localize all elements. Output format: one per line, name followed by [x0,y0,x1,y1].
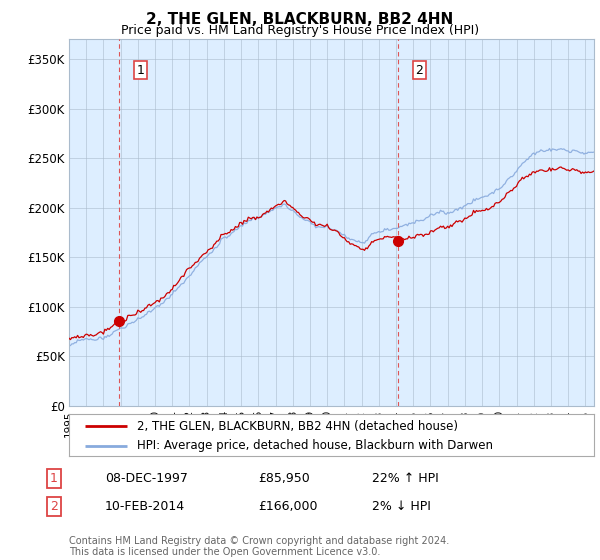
Text: 08-DEC-1997: 08-DEC-1997 [105,472,188,486]
Text: 2, THE GLEN, BLACKBURN, BB2 4HN (detached house): 2, THE GLEN, BLACKBURN, BB2 4HN (detache… [137,419,458,433]
Text: 10-FEB-2014: 10-FEB-2014 [105,500,185,513]
Text: £85,950: £85,950 [258,472,310,486]
Text: 2% ↓ HPI: 2% ↓ HPI [372,500,431,513]
Text: 2: 2 [50,500,58,513]
Text: Contains HM Land Registry data © Crown copyright and database right 2024.
This d: Contains HM Land Registry data © Crown c… [69,535,449,557]
Text: 1: 1 [136,64,145,77]
Text: Price paid vs. HM Land Registry's House Price Index (HPI): Price paid vs. HM Land Registry's House … [121,24,479,36]
Text: 22% ↑ HPI: 22% ↑ HPI [372,472,439,486]
Text: £166,000: £166,000 [258,500,317,513]
Text: 1: 1 [50,472,58,486]
Text: 2: 2 [415,64,423,77]
Text: 2, THE GLEN, BLACKBURN, BB2 4HN: 2, THE GLEN, BLACKBURN, BB2 4HN [146,12,454,27]
Text: HPI: Average price, detached house, Blackburn with Darwen: HPI: Average price, detached house, Blac… [137,440,493,452]
